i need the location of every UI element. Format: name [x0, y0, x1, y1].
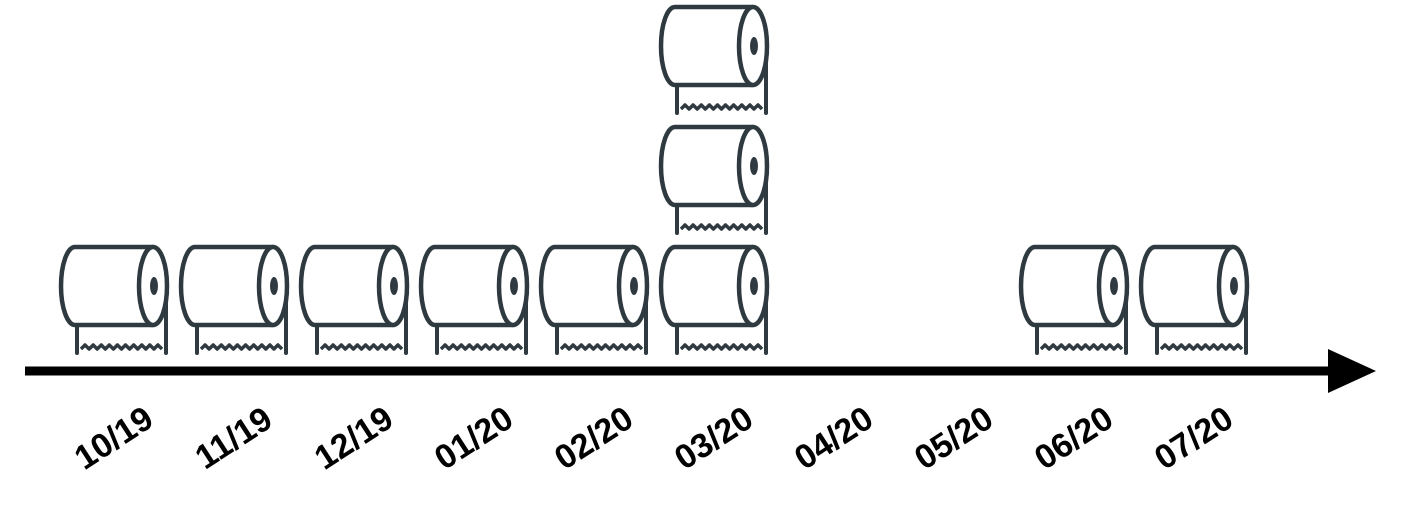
x-tick-label: 01/20	[428, 399, 520, 477]
toilet-paper-roll-icon	[658, 244, 770, 355]
toilet-paper-roll-icon	[658, 4, 770, 115]
x-tick-label: 04/20	[788, 399, 880, 477]
tick-labels: 10/19 11/19 12/19 01/20 02/20 03/20 04/20 05/20…	[68, 399, 1240, 477]
toilet-paper-roll-icon	[1018, 244, 1130, 355]
x-tick-label: 02/20	[548, 399, 640, 477]
x-tick-label: 06/20	[1028, 399, 1120, 477]
toilet-paper-roll-icon	[418, 244, 530, 355]
toilet-paper-roll-icon	[1138, 244, 1250, 355]
x-tick-label: 03/20	[668, 399, 760, 477]
x-tick-label: 05/20	[908, 399, 1000, 477]
toilet-paper-roll-icon	[298, 244, 410, 355]
toilet-paper-roll-icon	[58, 244, 170, 355]
x-tick-label: 07/20	[1148, 399, 1240, 477]
icons-layer	[58, 4, 1250, 355]
x-axis-arrowhead	[1328, 349, 1376, 393]
x-tick-label: 11/19	[189, 400, 279, 477]
x-tick-label: 12/19	[308, 399, 400, 477]
toilet-paper-roll-icon	[538, 244, 650, 355]
x-tick-label: 10/19	[68, 399, 160, 477]
toilet-paper-roll-icon	[178, 244, 290, 355]
toilet-paper-roll-icon	[658, 124, 770, 235]
